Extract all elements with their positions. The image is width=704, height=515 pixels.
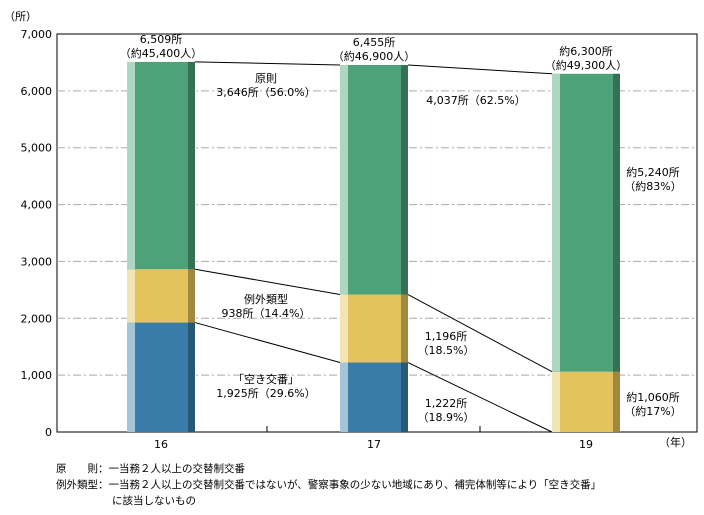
annotation-exception: （18.5%） bbox=[418, 344, 475, 357]
total-label: （約46,900人） bbox=[333, 49, 416, 63]
connector-line bbox=[194, 61, 341, 66]
bar-highlight bbox=[340, 64, 348, 295]
bar-segment-principle bbox=[127, 61, 195, 270]
connector-line bbox=[194, 322, 341, 364]
bar-shadow bbox=[401, 362, 408, 432]
x-tick-label: 17 bbox=[367, 438, 381, 451]
annotation-akikoban: （18.9%） bbox=[418, 411, 475, 424]
total-label: 約6,300所 bbox=[559, 44, 613, 58]
bar-highlight bbox=[127, 61, 135, 270]
bar-highlight bbox=[127, 322, 135, 432]
bar-segment-exception bbox=[552, 371, 620, 432]
annotation-principle: （約83%） bbox=[624, 179, 681, 193]
note-exception: 例外類型：一当務２人以上の交替制交番ではないが、警察事象の少ない地域にあり、補完… bbox=[56, 477, 601, 492]
y-tick-label: 6,000 bbox=[21, 85, 53, 98]
annotation-exception: 例外類型 bbox=[244, 292, 288, 306]
annotation-exception: 約1,060所 bbox=[626, 390, 680, 404]
bar-segment-exception bbox=[340, 294, 408, 363]
x-tick-label: 16 bbox=[154, 438, 168, 451]
annotation-principle: 3,646所（56.0%） bbox=[216, 86, 315, 99]
connector-line bbox=[407, 294, 553, 373]
bar-highlight bbox=[340, 362, 348, 432]
y-tick-label: 0 bbox=[45, 426, 52, 439]
annotation-akikoban: 1,222所 bbox=[425, 397, 468, 410]
y-tick-label: 4,000 bbox=[21, 199, 53, 212]
bar-segment-principle bbox=[552, 73, 620, 372]
total-label: （約49,300人） bbox=[545, 58, 628, 72]
annotation-principle: 4,037所（62.5%） bbox=[426, 94, 525, 107]
total-label: （約45,400人） bbox=[120, 46, 203, 60]
annotation-principle: 約5,240所 bbox=[626, 165, 680, 179]
y-tick-label: 2,000 bbox=[21, 312, 53, 325]
bar-shadow bbox=[401, 64, 408, 295]
bar-segment-akikoban bbox=[340, 362, 408, 432]
y-tick-label: 1,000 bbox=[21, 369, 53, 382]
annotation-exception: （約17%） bbox=[624, 404, 681, 418]
stacked-bar-chart: 0 1,000 2,000 3,000 4,000 5,000 6,000 7,000 （所） （… bbox=[4, 10, 698, 451]
y-tick-label: 3,000 bbox=[21, 255, 53, 268]
y-tick-label: 7,000 bbox=[21, 28, 53, 41]
bar-highlight bbox=[127, 269, 135, 323]
bar-shadow bbox=[188, 61, 195, 270]
connector-line bbox=[194, 268, 341, 296]
total-label: 6,455所 bbox=[353, 36, 396, 49]
bar-shadow bbox=[613, 73, 620, 372]
annotation-exception: 938所（14.4%） bbox=[222, 307, 311, 320]
note-label: 例外類型： bbox=[56, 479, 109, 491]
annotation-akikoban: 1,925所（29.6%） bbox=[216, 387, 315, 400]
bar-shadow bbox=[613, 371, 620, 432]
y-unit-label: （所） bbox=[4, 10, 37, 23]
note-text: 一当務２人以上の交替制交番ではないが、警察事象の少ない地域にあり、補完体制等によ… bbox=[108, 479, 602, 491]
bar-highlight bbox=[340, 294, 348, 363]
bar-segment-principle bbox=[340, 64, 408, 295]
connector-line bbox=[407, 64, 553, 75]
note-text: 一当務２人以上の交替制交番 bbox=[108, 463, 246, 475]
annotation-principle: 原則 bbox=[255, 72, 277, 85]
bar-highlight bbox=[552, 371, 560, 432]
bar-segment-exception bbox=[127, 269, 195, 323]
x-tick-label: 19 bbox=[579, 438, 593, 451]
bar-shadow bbox=[401, 294, 408, 363]
connector-line bbox=[407, 362, 553, 433]
total-label: 6,509所 bbox=[140, 33, 183, 46]
bar-shadow bbox=[188, 322, 195, 432]
bar-shadow bbox=[188, 269, 195, 323]
y-tick-label: 5,000 bbox=[21, 142, 53, 155]
bar-segment-akikoban bbox=[127, 322, 195, 432]
annotation-exception: 1,196所 bbox=[425, 330, 468, 343]
note-exception-cont: に該当しないもの bbox=[112, 495, 196, 507]
x-unit-label: （年） bbox=[659, 435, 692, 449]
bar-highlight bbox=[552, 73, 560, 372]
note-principle: 原 則：一当務２人以上の交替制交番 bbox=[56, 461, 245, 476]
annotation-akikoban: 「空き交番」 bbox=[233, 372, 299, 386]
note-label: 原 則： bbox=[56, 463, 109, 475]
